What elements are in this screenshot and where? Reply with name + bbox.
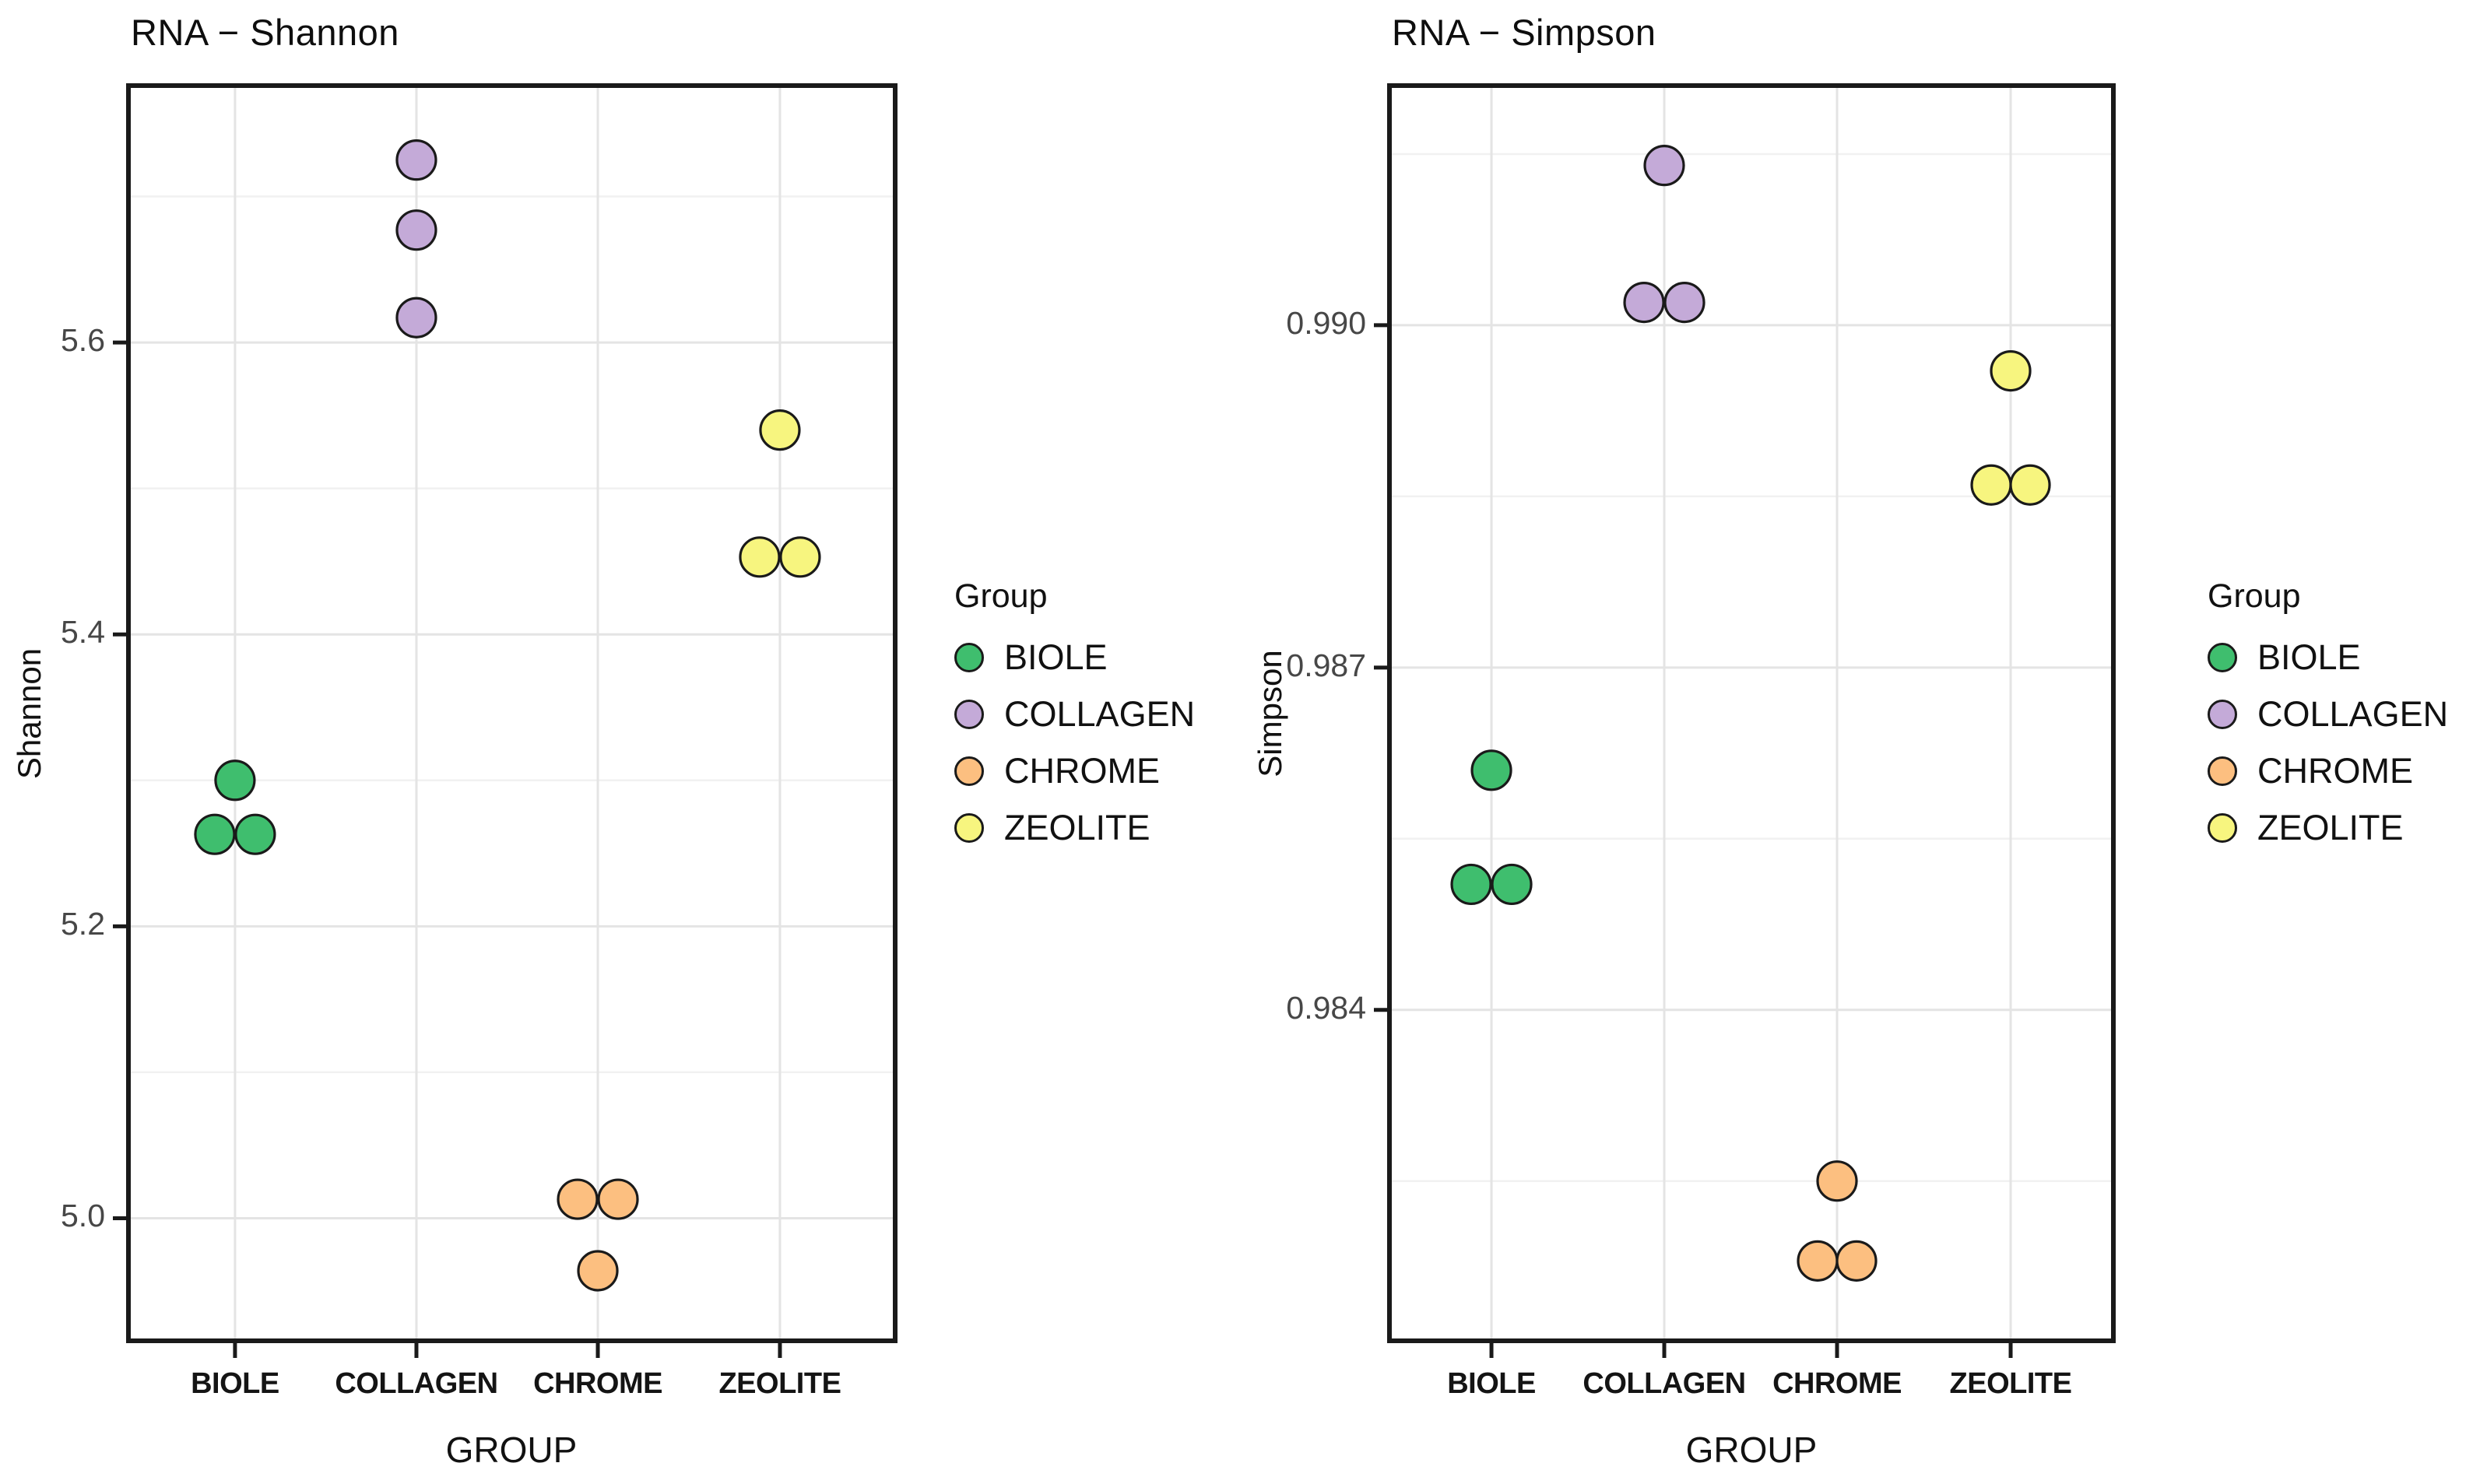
collagen-data-point: [395, 209, 437, 251]
biole-data-point: [234, 813, 276, 855]
x-tick-label: CHROME: [1772, 1367, 1902, 1400]
legend-swatch-icon: [954, 700, 984, 729]
legend-item: COLLAGEN: [954, 694, 1195, 735]
plot2-x-axis-label: GROUP: [1685, 1430, 1818, 1470]
legend-item-label: ZEOLITE: [2257, 808, 2404, 847]
biole-data-point: [1491, 863, 1533, 906]
biole-data-point: [1470, 749, 1512, 791]
biole-data-point: [1450, 863, 1492, 906]
plot2-legend: Group BIOLE COLLAGEN CHROME ZEOLITE: [2208, 577, 2448, 848]
legend-item: COLLAGEN: [2208, 694, 2448, 735]
legend-item: BIOLE: [954, 637, 1195, 678]
legend-item-label: COLLAGEN: [2257, 694, 2449, 734]
zeolite-data-point: [759, 409, 801, 451]
x-tick-label: ZEOLITE: [718, 1367, 841, 1400]
legend-item: ZEOLITE: [2208, 808, 2448, 848]
x-tick-label: BIOLE: [1447, 1367, 1536, 1400]
panel-border: [126, 83, 898, 1343]
panel-border: [1387, 83, 2116, 1343]
y-tick-label: 5.0: [61, 1198, 105, 1234]
plot1-legend: Group BIOLE COLLAGEN CHROME ZEOLITE: [954, 577, 1195, 848]
biole-data-point: [214, 760, 256, 802]
legend-title: Group: [954, 577, 1048, 615]
zeolite-data-point: [779, 536, 821, 578]
legend-swatch-icon: [2208, 700, 2237, 729]
x-tick-label: ZEOLITE: [1949, 1367, 2072, 1400]
legend-swatch-icon: [2208, 756, 2237, 786]
x-tick-label: COLLAGEN: [1582, 1367, 1746, 1400]
y-tick-label: 0.990: [1286, 304, 1366, 341]
legend-swatch-icon: [2208, 643, 2237, 672]
zeolite-data-point: [1970, 464, 2012, 506]
legend-item-label: COLLAGEN: [1004, 694, 1196, 734]
collagen-data-point: [1663, 282, 1705, 324]
legend-item: CHROME: [954, 751, 1195, 791]
collagen-data-point: [1643, 145, 1685, 187]
legend-item-label: ZEOLITE: [1004, 808, 1150, 847]
plot2-y-axis-label: Simpson: [1252, 650, 1288, 777]
legend-item-label: BIOLE: [1004, 637, 1108, 677]
zeolite-data-point: [2009, 464, 2051, 506]
collagen-data-point: [1623, 282, 1665, 324]
chrome-data-point: [597, 1178, 639, 1220]
collagen-data-point: [395, 296, 437, 339]
legend-item-label: BIOLE: [2257, 637, 2361, 677]
biole-data-point: [194, 813, 236, 855]
x-tick-label: COLLAGEN: [335, 1367, 498, 1400]
panel-background: [128, 86, 895, 1341]
x-tick-label: CHROME: [533, 1367, 662, 1400]
x-tick-label: BIOLE: [191, 1367, 279, 1400]
y-tick-label: 5.6: [61, 322, 105, 359]
legend-item-label: CHROME: [2257, 751, 2413, 791]
plot2-title: RNA − Simpson: [1392, 12, 1656, 53]
collagen-data-point: [395, 139, 437, 181]
zeolite-data-point: [739, 536, 781, 578]
chrome-data-point: [1835, 1240, 1878, 1282]
chrome-data-point: [1797, 1240, 1839, 1282]
legend-swatch-icon: [954, 643, 984, 672]
plot1-x-axis-label: GROUP: [445, 1430, 578, 1470]
legend-items: BIOLE COLLAGEN CHROME ZEOLITE: [2208, 637, 2448, 848]
legend-item: ZEOLITE: [954, 808, 1195, 848]
legend-item: CHROME: [2208, 751, 2448, 791]
legend-swatch-icon: [2208, 813, 2237, 843]
chrome-data-point: [577, 1250, 619, 1292]
y-tick-label: 0.984: [1286, 989, 1366, 1026]
chrome-data-point: [1816, 1160, 1858, 1202]
legend-swatch-icon: [954, 756, 984, 786]
plot1-title: RNA − Shannon: [131, 12, 399, 53]
legend-title: Group: [2208, 577, 2301, 615]
chrome-data-point: [557, 1178, 599, 1220]
legend-item: BIOLE: [2208, 637, 2448, 678]
legend-items: BIOLE COLLAGEN CHROME ZEOLITE: [954, 637, 1195, 848]
y-tick-label: 5.4: [61, 614, 105, 651]
legend-swatch-icon: [954, 813, 984, 843]
legend-item-label: CHROME: [1004, 751, 1160, 791]
y-tick-label: 0.987: [1286, 647, 1366, 683]
y-tick-label: 5.2: [61, 906, 105, 942]
zeolite-data-point: [1990, 349, 2032, 392]
panel-background: [1389, 86, 2113, 1341]
